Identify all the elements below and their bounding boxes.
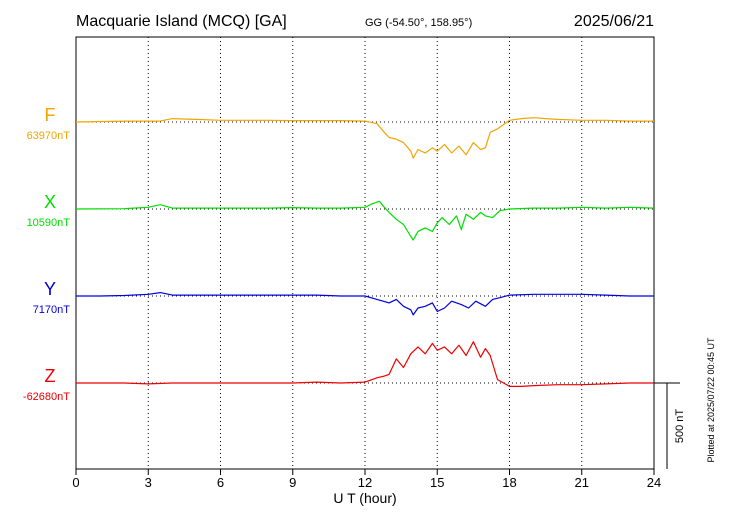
x-tick-label: 0 bbox=[72, 475, 79, 490]
series-baseline-f: 63970nT bbox=[27, 130, 71, 142]
series-line-x bbox=[75, 200, 655, 241]
x-axis-label: U T (hour) bbox=[333, 490, 396, 506]
series-baseline-z: -62680nT bbox=[23, 391, 70, 403]
plotted-timestamp: Plotted at 2025/07/22 00:45 UT bbox=[706, 337, 716, 463]
x-tick-label: 21 bbox=[575, 475, 589, 490]
x-tick-label: 9 bbox=[289, 475, 296, 490]
series-name-y: Y bbox=[44, 279, 56, 299]
series-layer bbox=[75, 117, 655, 387]
x-tick-label: 3 bbox=[145, 475, 152, 490]
series-name-f: F bbox=[45, 105, 56, 125]
scale-bar: 500 nT bbox=[654, 382, 686, 469]
scale-bar-label: 500 nT bbox=[674, 409, 686, 444]
label-layer: F 63970nT X 10590nT Y 7170nT Z -62680nT bbox=[23, 105, 70, 403]
grid-layer bbox=[76, 37, 654, 469]
station-title: Macquarie Island (MCQ) [GA] bbox=[76, 13, 287, 30]
tick-layer: 0 3 6 9 12 15 18 21 24 bbox=[72, 469, 661, 490]
x-tick-label: 12 bbox=[358, 475, 372, 490]
x-tick-label: 24 bbox=[647, 475, 661, 490]
series-line-y bbox=[76, 292, 654, 316]
x-tick-label: 6 bbox=[217, 475, 224, 490]
chart-date: 2025/06/21 bbox=[574, 13, 654, 30]
series-line-z bbox=[76, 341, 654, 387]
station-coords: GG (-54.50°, 158.95°) bbox=[365, 17, 472, 29]
series-baseline-x: 10590nT bbox=[27, 217, 71, 229]
x-tick-label: 18 bbox=[502, 475, 516, 490]
series-name-z: Z bbox=[45, 366, 56, 386]
series-baseline-y: 7170nT bbox=[33, 304, 71, 316]
series-name-x: X bbox=[44, 192, 56, 212]
x-tick-label: 15 bbox=[430, 475, 444, 490]
series-line-f bbox=[75, 117, 654, 159]
